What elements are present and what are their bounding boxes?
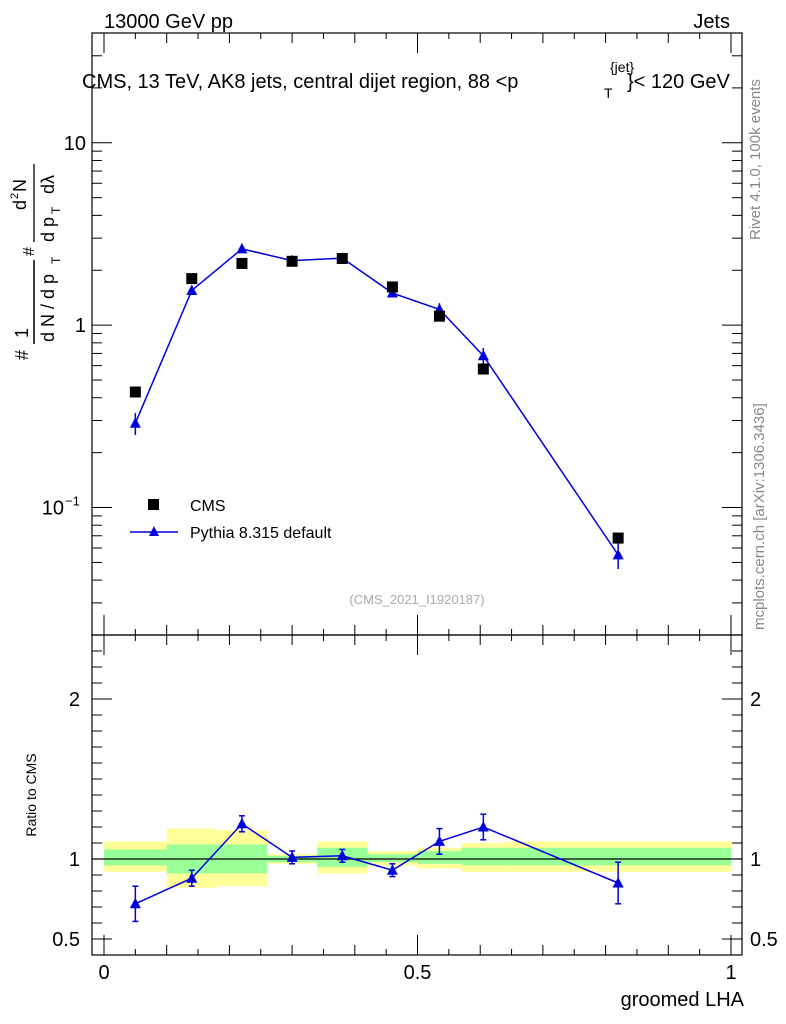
- ratio-ytick-label-left: 2: [69, 689, 80, 711]
- legend: CMS Pythia 8.315 default: [130, 498, 332, 542]
- mcplots-label: mcplots.cern.ch [arXiv:1306.3436]: [751, 403, 768, 630]
- ratio-ytick-label-right: 2: [750, 689, 761, 711]
- main-ytick-label: 1: [75, 315, 86, 337]
- ratio-mc-point: [612, 877, 624, 888]
- rivet-version-label: Rivet 4.1.0, 100k events: [747, 79, 764, 240]
- ratio-ytick-label-right: 0.5: [750, 929, 778, 951]
- legend-cms-marker: [148, 499, 159, 510]
- main-ytick-label-base: 10: [42, 498, 64, 520]
- cms-point: [336, 253, 348, 265]
- cms-point: [386, 281, 398, 293]
- legend-cms-label: CMS: [190, 498, 226, 515]
- ratio-axis-ticks: 2 2 1 1 0.5 0.5 0 0.5 1: [52, 635, 778, 984]
- plot-title-subscript: T: [604, 85, 613, 101]
- ratio-mc-point: [186, 872, 198, 883]
- mc-point: [186, 284, 198, 295]
- ylabel-denom: d p: [38, 217, 58, 242]
- main-panel-frame: [91, 32, 743, 636]
- energy-label: 13000 GeV pp: [104, 11, 233, 33]
- ratio-mc-point: [129, 897, 141, 909]
- legend-mc-marker: [149, 526, 159, 536]
- band-inner-5: [367, 854, 418, 863]
- x-axis-label: groomed LHA: [621, 989, 745, 1011]
- process-label: Jets: [693, 11, 730, 33]
- ratio-y-axis-label: Ratio to CMS: [23, 753, 39, 836]
- ylabel-d2N-sup: 2: [9, 193, 21, 199]
- main-cms-series: [129, 253, 624, 544]
- main-y-axis-label: # 1 d N / d p T # d p T dλ d 2 N: [9, 164, 63, 360]
- legend-mc-label: Pythia 8.315 default: [190, 525, 332, 542]
- ratio-xtick-label: 0.5: [404, 962, 432, 984]
- ratio-xtick-label: 0: [98, 962, 109, 984]
- main-ytick-label: 10: [64, 133, 86, 155]
- cms-point: [477, 363, 489, 375]
- ylabel-hash1: #: [12, 350, 32, 360]
- ratio-ytick-label-left: 0.5: [52, 929, 80, 951]
- band-inner-8: [505, 847, 731, 866]
- ratio-mc-point: [336, 849, 348, 861]
- ylabel-d2N-tail: N: [10, 179, 30, 192]
- ratio-panel-frame: [91, 634, 743, 956]
- band-inner-7: [461, 847, 506, 866]
- mc-point: [236, 242, 248, 254]
- plot-title-tail: }< 120 GeV: [627, 71, 731, 93]
- ylabel-denom-sub: T: [49, 206, 63, 214]
- cms-point: [286, 255, 298, 267]
- ylabel-d2N: d: [10, 200, 30, 210]
- cms-point: [433, 310, 445, 322]
- mc-point: [129, 417, 141, 428]
- ratio-mc-point: [386, 864, 398, 875]
- band-inner-6: [417, 851, 462, 864]
- cms-point: [186, 273, 198, 285]
- ratio-ytick-label-left: 1: [69, 849, 80, 871]
- cms-point: [236, 257, 248, 269]
- ratio-xtick-label: 1: [725, 962, 736, 984]
- ratio-mc-point: [236, 817, 248, 829]
- ratio-mc-point: [286, 851, 298, 862]
- ylabel-dN: d N / d p: [38, 274, 58, 342]
- analysis-watermark: (CMS_2021_I1920187): [349, 592, 484, 607]
- ratio-mc-point: [477, 821, 489, 832]
- ratio-ytick-label-right: 1: [750, 849, 761, 871]
- cms-point: [129, 386, 141, 398]
- mc-point: [612, 548, 624, 560]
- ylabel-dN-sub: T: [49, 256, 63, 264]
- main-mc-series: [129, 242, 624, 570]
- band-inner-0: [104, 849, 167, 866]
- mc-point: [477, 349, 489, 361]
- ratio-mc-series: [129, 813, 624, 923]
- plot-title: CMS, 13 TeV, AK8 jets, central dijet reg…: [82, 71, 518, 93]
- ylabel-hash2: #: [21, 247, 38, 256]
- ratio-mc-point: [433, 835, 445, 846]
- ratio-uncertainty-bands: [104, 828, 731, 888]
- ylabel-dlambda: dλ: [38, 175, 58, 194]
- ylabel-one: 1: [12, 328, 32, 338]
- main-ytick-label-exp: −1: [65, 494, 80, 509]
- cms-point: [612, 532, 624, 544]
- plot-title-superscript: {jet}: [610, 59, 634, 75]
